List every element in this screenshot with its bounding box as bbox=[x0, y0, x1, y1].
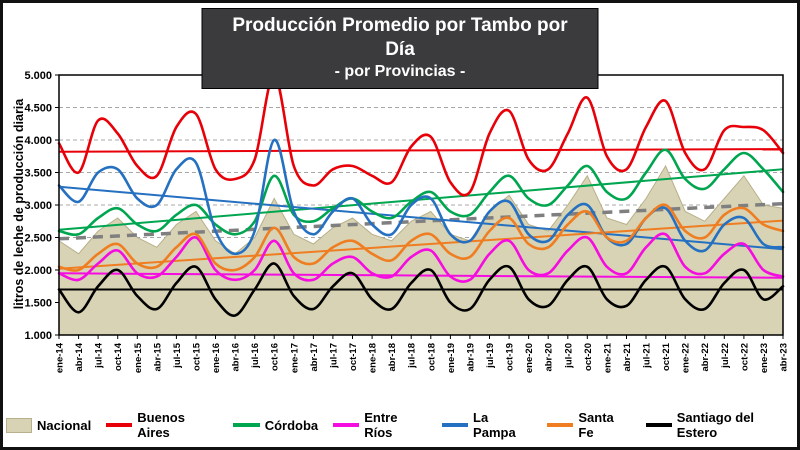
svg-text:4.500: 4.500 bbox=[24, 103, 52, 115]
svg-text:jul-14: jul-14 bbox=[94, 342, 105, 369]
legend-swatch-icon bbox=[645, 423, 672, 427]
legend-swatch-icon bbox=[232, 423, 260, 427]
svg-text:ene-23: ene-23 bbox=[759, 343, 770, 373]
svg-text:ene-14: ene-14 bbox=[55, 342, 66, 373]
legend-swatch-icon bbox=[6, 417, 32, 433]
svg-text:2.500: 2.500 bbox=[24, 233, 52, 245]
svg-text:ene-17: ene-17 bbox=[289, 343, 300, 373]
legend-swatch-icon bbox=[106, 423, 133, 427]
svg-text:oct-19: oct-19 bbox=[505, 343, 516, 371]
svg-text:abr-18: abr-18 bbox=[387, 343, 398, 372]
svg-text:abr-22: abr-22 bbox=[700, 343, 711, 372]
legend-swatch-icon bbox=[547, 423, 574, 427]
legend-item-santiago-del-estero: Santiago del Estero bbox=[645, 410, 794, 440]
svg-text:jul-16: jul-16 bbox=[250, 343, 261, 369]
svg-text:ene-16: ene-16 bbox=[211, 343, 222, 373]
svg-text:2.000: 2.000 bbox=[24, 265, 52, 277]
legend-label: Entre Ríos bbox=[364, 410, 398, 440]
svg-text:oct-21: oct-21 bbox=[661, 342, 672, 371]
legend-label: Santa Fe bbox=[578, 410, 614, 440]
svg-text:abr-21: abr-21 bbox=[622, 342, 633, 371]
svg-text:3.000: 3.000 bbox=[24, 200, 52, 212]
legend-item-c-rdoba: Córdoba bbox=[232, 417, 319, 433]
legend-label: La Pampa bbox=[473, 410, 516, 440]
chart-subtitle: - por Provincias - bbox=[334, 62, 466, 80]
svg-text:1.000: 1.000 bbox=[24, 330, 52, 342]
svg-text:abr-20: abr-20 bbox=[544, 343, 555, 372]
svg-text:3.500: 3.500 bbox=[24, 168, 52, 180]
legend-label: Córdoba bbox=[264, 417, 319, 433]
svg-text:oct-16: oct-16 bbox=[270, 343, 281, 371]
svg-text:jul-22: jul-22 bbox=[720, 343, 731, 369]
chart-legend: Nacional Buenos Aires Córdoba Entre Ríos La … bbox=[6, 408, 794, 442]
svg-text:jul-15: jul-15 bbox=[172, 342, 183, 369]
legend-label: Buenos Aires bbox=[137, 410, 185, 440]
svg-text:abr-14: abr-14 bbox=[74, 342, 85, 371]
svg-text:abr-15: abr-15 bbox=[152, 342, 163, 371]
svg-text:jul-21: jul-21 bbox=[642, 342, 653, 369]
chart-title-box: Producción Promedio por Tambo por Día - … bbox=[201, 8, 599, 89]
svg-text:ene-21: ene-21 bbox=[602, 342, 613, 373]
legend-swatch-icon bbox=[441, 423, 469, 427]
legend-item-buenos-aires: Buenos Aires bbox=[106, 410, 218, 440]
svg-text:oct-17: oct-17 bbox=[348, 343, 359, 371]
svg-text:oct-22: oct-22 bbox=[739, 343, 750, 371]
svg-text:ene-18: ene-18 bbox=[368, 343, 379, 373]
svg-text:ene-20: ene-20 bbox=[524, 343, 535, 373]
svg-text:jul-19: jul-19 bbox=[485, 343, 496, 369]
legend-swatch-icon bbox=[333, 423, 360, 427]
svg-text:jul-20: jul-20 bbox=[563, 343, 574, 369]
legend-label: Nacional bbox=[37, 417, 92, 433]
svg-text:oct-20: oct-20 bbox=[583, 343, 594, 371]
svg-text:abr-17: abr-17 bbox=[309, 343, 320, 372]
svg-text:ene-19: ene-19 bbox=[446, 343, 457, 373]
svg-text:4.000: 4.000 bbox=[24, 135, 52, 147]
svg-text:abr-23: abr-23 bbox=[779, 343, 790, 372]
svg-text:5.000: 5.000 bbox=[24, 70, 52, 82]
svg-text:ene-22: ene-22 bbox=[681, 343, 692, 373]
svg-text:oct-14: oct-14 bbox=[113, 342, 124, 371]
chart-plot-area: 1.000 1.500 2.000 2.500 3.000 3.500 4.000 4.500… bbox=[24, 70, 790, 373]
legend-item-nacional: Nacional bbox=[6, 417, 92, 433]
legend-item-la-pampa: La Pampa bbox=[441, 410, 532, 440]
svg-text:jul-18: jul-18 bbox=[407, 343, 418, 369]
svg-text:abr-16: abr-16 bbox=[231, 343, 242, 372]
svg-text:oct-18: oct-18 bbox=[426, 343, 437, 371]
svg-text:abr-19: abr-19 bbox=[465, 343, 476, 372]
svg-text:jul-17: jul-17 bbox=[328, 343, 339, 369]
svg-text:oct-15: oct-15 bbox=[192, 342, 203, 371]
legend-item-entre-r-os: Entre Ríos bbox=[333, 410, 427, 440]
svg-text:1.500: 1.500 bbox=[24, 298, 52, 310]
legend-label: Santiago del Estero bbox=[676, 410, 755, 440]
legend-item-santa-fe: Santa Fe bbox=[547, 410, 630, 440]
y-axis-label: litros de leche de producción diaria bbox=[12, 98, 26, 310]
svg-text:ene-15: ene-15 bbox=[133, 342, 144, 373]
chart-title: Producción Promedio por Tambo por Día bbox=[232, 15, 568, 60]
